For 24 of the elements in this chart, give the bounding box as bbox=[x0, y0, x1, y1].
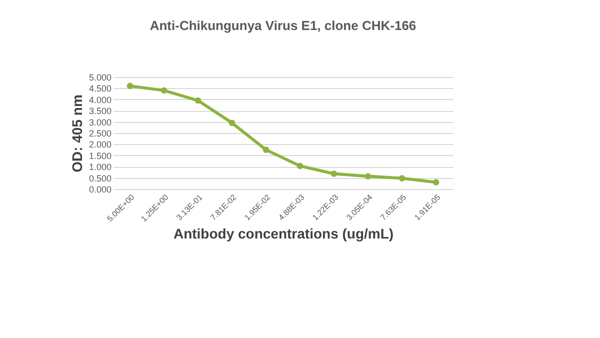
point bbox=[126, 82, 134, 90]
chart-title: Anti-Chikungunya Virus E1, clone CHK-166 bbox=[150, 18, 416, 33]
y-axis-title: OD: 405 nm bbox=[68, 94, 85, 172]
x-axis-title: Antibody concentrations (ug/mL) bbox=[173, 226, 394, 242]
y-tick-label: 0.000 bbox=[88, 184, 112, 194]
y-tick-label: 2.000 bbox=[88, 140, 112, 150]
y-tick-label: 5.000 bbox=[88, 72, 112, 82]
point bbox=[398, 175, 406, 182]
y-tick-label: 2.500 bbox=[88, 128, 112, 138]
point bbox=[160, 87, 168, 94]
point bbox=[330, 170, 338, 177]
y-tick-label: 1.000 bbox=[88, 162, 112, 172]
y-tick-label: 3.500 bbox=[88, 106, 112, 116]
point bbox=[432, 179, 440, 186]
y-tick-label: 4.000 bbox=[88, 94, 112, 105]
y-tick-label: 1.500 bbox=[88, 150, 112, 161]
point bbox=[194, 97, 202, 104]
y-tick-label: 4.500 bbox=[88, 84, 112, 94]
point bbox=[296, 162, 304, 170]
point bbox=[262, 146, 270, 153]
y-tick-label: 0.500 bbox=[88, 173, 112, 184]
y-tick-label: 3.000 bbox=[88, 117, 112, 128]
point bbox=[228, 120, 236, 126]
point bbox=[364, 173, 372, 180]
